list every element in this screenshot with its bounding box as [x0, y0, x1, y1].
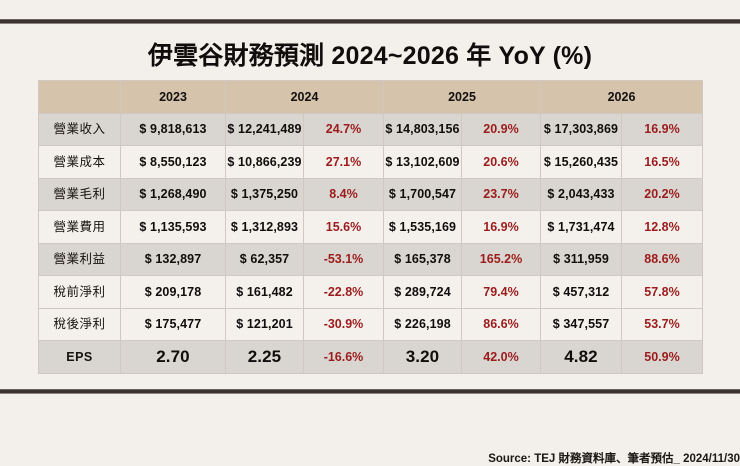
financial-forecast-table: 2023 2024 2025 2026 營業收入 $ 9,818,613 $ 1…	[38, 80, 703, 374]
table-row: 稅後淨利 $ 175,477 $ 121,201 -30.9% $ 226,19…	[38, 307, 703, 341]
cell-2026-value: $ 2,043,433	[540, 177, 622, 211]
cell-2024-value: $ 1,312,893	[225, 210, 304, 244]
cell-2025-value: $ 1,535,169	[383, 210, 462, 244]
cell-2026-yoy: 12.8%	[621, 210, 703, 244]
cell-2025-yoy: 20.9%	[461, 112, 541, 146]
cell-2024-value: $ 121,201	[225, 307, 304, 341]
cell-2023-value: $ 9,818,613	[120, 112, 226, 146]
table-row: 稅前淨利 $ 209,178 $ 161,482 -22.8% $ 289,72…	[38, 275, 703, 309]
cell-2026-yoy: 16.9%	[621, 112, 703, 146]
cell-2025-value: $ 289,724	[383, 275, 462, 309]
row-label: EPS	[38, 340, 121, 374]
cell-2024-value: $ 62,357	[225, 242, 304, 276]
cell-2024-value: $ 12,241,489	[225, 112, 304, 146]
table-header-row: 2023 2024 2025 2026	[38, 80, 703, 114]
row-label: 營業收入	[38, 112, 121, 146]
table-header: 2023 2024 2025 2026	[38, 80, 703, 114]
row-label: 稅前淨利	[38, 275, 121, 309]
source-note: Source: TEJ 財務資料庫、筆者預估_ 2024/11/30	[488, 453, 740, 465]
table-row: 營業收入 $ 9,818,613 $ 12,241,489 24.7% $ 14…	[38, 112, 703, 146]
cell-2025-value: $ 14,803,156	[383, 112, 462, 146]
cell-2026-yoy: 53.7%	[621, 307, 703, 341]
cell-2023-value: 2.70	[120, 340, 226, 374]
cell-2024-yoy: -53.1%	[303, 242, 384, 276]
row-label: 營業利益	[38, 242, 121, 276]
table-row: 營業利益 $ 132,897 $ 62,357 -53.1% $ 165,378…	[38, 242, 703, 276]
cell-2026-yoy: 20.2%	[621, 177, 703, 211]
cell-2024-yoy: 8.4%	[303, 177, 384, 211]
header-year-2024: 2024	[225, 80, 384, 114]
header-year-2025: 2025	[383, 80, 541, 114]
financial-table-container: 2023 2024 2025 2026 營業收入 $ 9,818,613 $ 1…	[38, 80, 740, 465]
table-row: 營業毛利 $ 1,268,490 $ 1,375,250 8.4% $ 1,70…	[38, 177, 703, 211]
table-row: 營業費用 $ 1,135,593 $ 1,312,893 15.6% $ 1,5…	[38, 210, 703, 244]
top-divider-rule	[0, 19, 740, 24]
table-row-eps: EPS 2.70 2.25 -16.6% 3.20 42.0% 4.82 50.…	[38, 340, 703, 374]
cell-2024-value: $ 161,482	[225, 275, 304, 309]
cell-2024-yoy: -16.6%	[303, 340, 384, 374]
cell-2023-value: $ 1,268,490	[120, 177, 226, 211]
cell-2024-yoy: 24.7%	[303, 112, 384, 146]
row-label: 營業毛利	[38, 177, 121, 211]
cell-2023-value: $ 175,477	[120, 307, 226, 341]
cell-2026-value: $ 15,260,435	[540, 145, 622, 179]
cell-2023-value: $ 8,550,123	[120, 145, 226, 179]
cell-2026-value: $ 1,731,474	[540, 210, 622, 244]
cell-2026-value: $ 457,312	[540, 275, 622, 309]
cell-2025-value: $ 165,378	[383, 242, 462, 276]
cell-2023-value: $ 1,135,593	[120, 210, 226, 244]
cell-2023-value: $ 132,897	[120, 242, 226, 276]
header-year-2026: 2026	[540, 80, 703, 114]
table-body: 營業收入 $ 9,818,613 $ 12,241,489 24.7% $ 14…	[38, 112, 703, 374]
slide-canvas: 伊雲谷財務預測 2024~2026 年 YoY (%) 2023 2024 20…	[0, 19, 740, 465]
cell-2025-yoy: 20.6%	[461, 145, 541, 179]
page-title: 伊雲谷財務預測 2024~2026 年 YoY (%)	[147, 42, 593, 70]
header-corner-cell	[38, 80, 121, 114]
cell-2024-value: $ 10,866,239	[225, 145, 304, 179]
cell-2025-yoy: 23.7%	[461, 177, 541, 211]
row-label: 營業成本	[38, 145, 121, 179]
cell-2026-value: $ 17,303,869	[540, 112, 622, 146]
cell-2025-value: 3.20	[383, 340, 462, 374]
cell-2026-value: $ 347,557	[540, 307, 622, 341]
cell-2025-value: $ 1,700,547	[383, 177, 462, 211]
cell-2024-value: 2.25	[225, 340, 304, 374]
row-label: 營業費用	[38, 210, 121, 244]
cell-2024-yoy: -22.8%	[303, 275, 384, 309]
cell-2024-yoy: -30.9%	[303, 307, 384, 341]
cell-2025-yoy: 86.6%	[461, 307, 541, 341]
cell-2025-yoy: 16.9%	[461, 210, 541, 244]
cell-2024-yoy: 15.6%	[303, 210, 384, 244]
row-label: 稅後淨利	[38, 307, 121, 341]
cell-2025-yoy: 79.4%	[461, 275, 541, 309]
cell-2026-value: 4.82	[540, 340, 622, 374]
cell-2023-value: $ 209,178	[120, 275, 226, 309]
header-year-2023: 2023	[120, 80, 226, 114]
cell-2024-value: $ 1,375,250	[225, 177, 304, 211]
cell-2025-yoy: 165.2%	[461, 242, 541, 276]
cell-2025-value: $ 13,102,609	[383, 145, 462, 179]
cell-2025-yoy: 42.0%	[461, 340, 541, 374]
bottom-divider-rule	[0, 389, 740, 394]
cell-2026-value: $ 311,959	[540, 242, 622, 276]
table-row: 營業成本 $ 8,550,123 $ 10,866,239 27.1% $ 13…	[38, 145, 703, 179]
cell-2026-yoy: 16.5%	[621, 145, 703, 179]
cell-2024-yoy: 27.1%	[303, 145, 384, 179]
cell-2025-value: $ 226,198	[383, 307, 462, 341]
cell-2026-yoy: 57.8%	[621, 275, 703, 309]
cell-2026-yoy: 88.6%	[621, 242, 703, 276]
cell-2026-yoy: 50.9%	[621, 340, 703, 374]
